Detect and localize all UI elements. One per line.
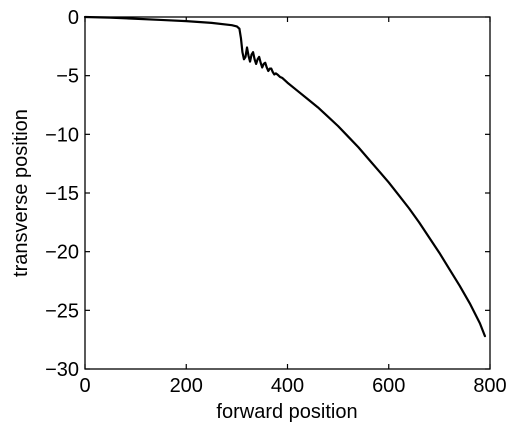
x-axis-label: forward position [216,401,357,423]
x-tick-label: 0 [79,375,90,397]
y-tick-label: −20 [45,242,79,264]
series-line [83,15,487,338]
x-tick-label: 400 [271,375,304,397]
x-tick-label: 200 [170,375,203,397]
x-tick-label: 800 [473,375,506,397]
tick-labels-group: 0 200 400 600 800 0 −5 −10 −15 −20 −25 −30 [45,7,507,397]
y-tick-label: 0 [68,7,79,29]
y-tick-label: −30 [45,359,79,381]
y-tick-label: −5 [56,66,79,88]
plot-frame [84,16,491,370]
ticks-group [84,16,491,370]
y-tick-label: −15 [45,183,79,205]
x-tick-label: 600 [372,375,405,397]
y-tick-label: −10 [45,124,79,146]
y-axis-label: transverse position [10,109,32,277]
y-tick-label: −25 [45,300,79,322]
